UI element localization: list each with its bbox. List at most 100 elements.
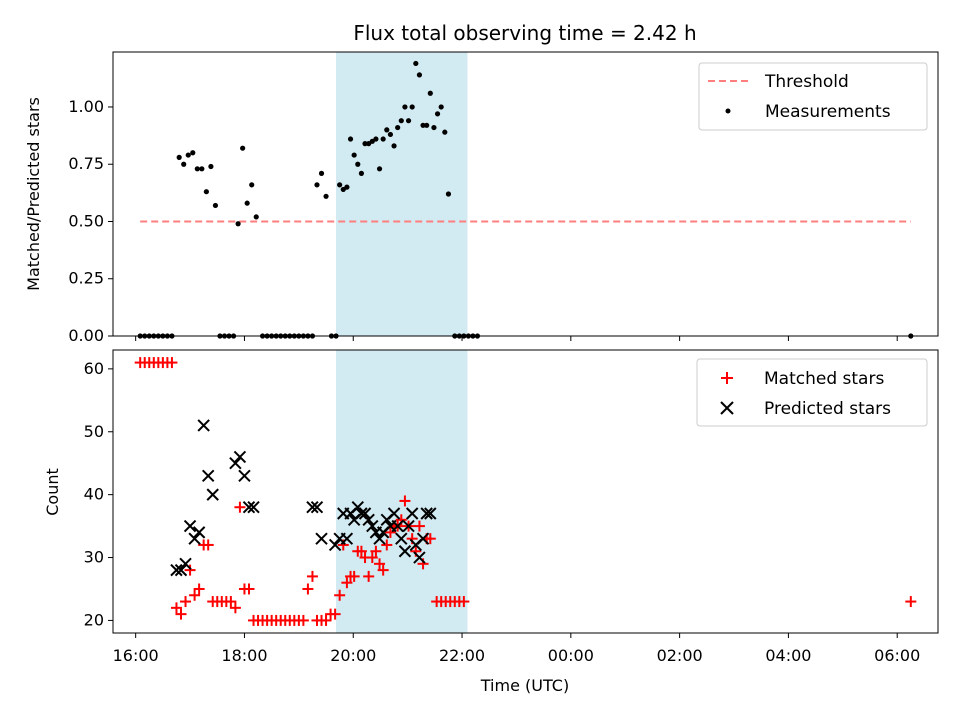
predicted-star-point <box>391 519 404 533</box>
bottom-legend-box <box>696 358 928 427</box>
predicted-star-point <box>201 469 215 482</box>
legend-predicted-label: Predicted stars <box>764 399 891 419</box>
x-tick-label: 06:00 <box>874 646 920 665</box>
x-tick-label: 02:00 <box>657 646 703 665</box>
top-y-axis-label: Matched/Predicted stars <box>24 97 43 291</box>
measurement-point <box>212 202 219 209</box>
predicted-star-point <box>238 469 251 482</box>
bottom-axes-frame <box>112 349 939 634</box>
measurement-point <box>253 214 259 220</box>
bottom-plot-area <box>134 357 917 626</box>
legend-matched-swatch <box>721 372 733 384</box>
predicted-star-point <box>206 488 219 501</box>
measurement-point <box>413 60 419 67</box>
matched-star-point <box>175 608 187 620</box>
matched-star-point <box>381 539 393 551</box>
predicted-star-point <box>416 532 430 545</box>
y-tick-label: 20 <box>84 610 104 629</box>
bottom-y-ticks: 20 30 40 50 60 <box>84 359 113 629</box>
bottom-legend: Matched stars Predicted stars <box>696 358 928 427</box>
x-tick-label: 20:00 <box>330 646 376 665</box>
matched-star-point <box>413 520 425 532</box>
legend-threshold-label: Threshold <box>764 72 849 92</box>
matched-star-point <box>189 589 201 601</box>
predicted-star-point <box>170 563 183 577</box>
measurement-point <box>176 154 182 160</box>
measurement-point <box>442 129 448 135</box>
measurement-point <box>185 152 191 158</box>
y-tick-label: 30 <box>84 548 104 567</box>
matched-star-point <box>202 539 214 551</box>
y-tick-label: 0.25 <box>68 269 104 288</box>
measurement-point <box>434 111 441 117</box>
measurement-point <box>384 127 390 133</box>
matched-star-point <box>243 583 255 595</box>
measurement-point <box>362 141 368 147</box>
x-tick-label: 22:00 <box>439 646 485 665</box>
predicted-star-point <box>315 532 328 545</box>
bottom-observing-window <box>336 350 468 633</box>
measurement-point <box>240 145 246 151</box>
predicted-star-point <box>413 551 426 564</box>
matched-star-point <box>193 583 205 595</box>
observing-window-band <box>336 52 468 336</box>
predicted-star-point <box>233 450 247 464</box>
x-tick-label: 04:00 <box>765 646 811 665</box>
measurement-point <box>431 124 437 131</box>
measurement-point <box>409 104 415 110</box>
measurement-point <box>438 104 444 110</box>
measurement-point <box>314 182 320 188</box>
matched-star-point <box>370 545 382 557</box>
measurement-point <box>249 182 255 188</box>
matched-star-point <box>363 570 375 582</box>
matched-star-point <box>320 614 332 626</box>
matched-star-point <box>234 501 246 513</box>
measurement-point <box>181 161 187 167</box>
measurement-point <box>351 152 357 158</box>
legend-predicted-swatch <box>720 401 734 415</box>
measurement-point <box>194 166 200 172</box>
y-tick-label: 40 <box>84 485 104 504</box>
y-tick-label: 0.75 <box>68 154 104 173</box>
bottom-x-ticks: 16:00 18:00 20:00 22:00 00:00 02:00 04:00 06:00 <box>113 633 920 665</box>
predicted-star-point <box>402 519 415 533</box>
observing-window-band <box>336 350 468 633</box>
matched-star-point <box>366 552 378 564</box>
y-tick-label: 50 <box>84 422 104 441</box>
predicted-star-point <box>387 507 401 520</box>
predicted-star-point <box>424 507 437 520</box>
predicted-star-point <box>420 507 433 520</box>
top-plot-area <box>137 60 914 339</box>
predicted-star-point <box>183 519 197 533</box>
matched-star-point <box>166 357 178 369</box>
matched-star-point <box>302 583 314 595</box>
x-tick-label: 00:00 <box>548 646 594 665</box>
predicted-star-point <box>197 419 210 432</box>
predicted-star-point <box>405 507 419 520</box>
chart-title: Flux total observing time = 2.42 h <box>353 21 696 45</box>
measurement-point <box>398 118 404 124</box>
measurement-point <box>391 143 397 149</box>
measurement-point <box>420 122 426 128</box>
matched-star-point <box>229 602 241 614</box>
measurement-point <box>427 90 433 96</box>
measurement-point <box>376 166 383 172</box>
x-tick-label: 18:00 <box>221 646 267 665</box>
measurement-point <box>387 131 394 138</box>
measurement-point <box>424 122 430 128</box>
measurement-point <box>337 182 343 188</box>
matched-star-point <box>297 614 309 626</box>
matched-star-point <box>399 495 411 507</box>
measurement-point <box>318 170 325 176</box>
top-x-ticks <box>135 336 898 341</box>
measurement-point <box>323 193 329 199</box>
predicted-star-point <box>306 501 319 514</box>
matched-star-point <box>334 589 346 601</box>
matched-star-point <box>225 596 237 608</box>
legend-measurements-swatch <box>725 108 731 114</box>
measurement-point <box>190 150 196 156</box>
legend-matched-label: Matched stars <box>764 369 884 389</box>
ratio-panel: 0.00 0.25 0.50 0.75 1.00 Matched/Predicted s… <box>24 51 939 345</box>
matched-star-point <box>424 533 436 545</box>
